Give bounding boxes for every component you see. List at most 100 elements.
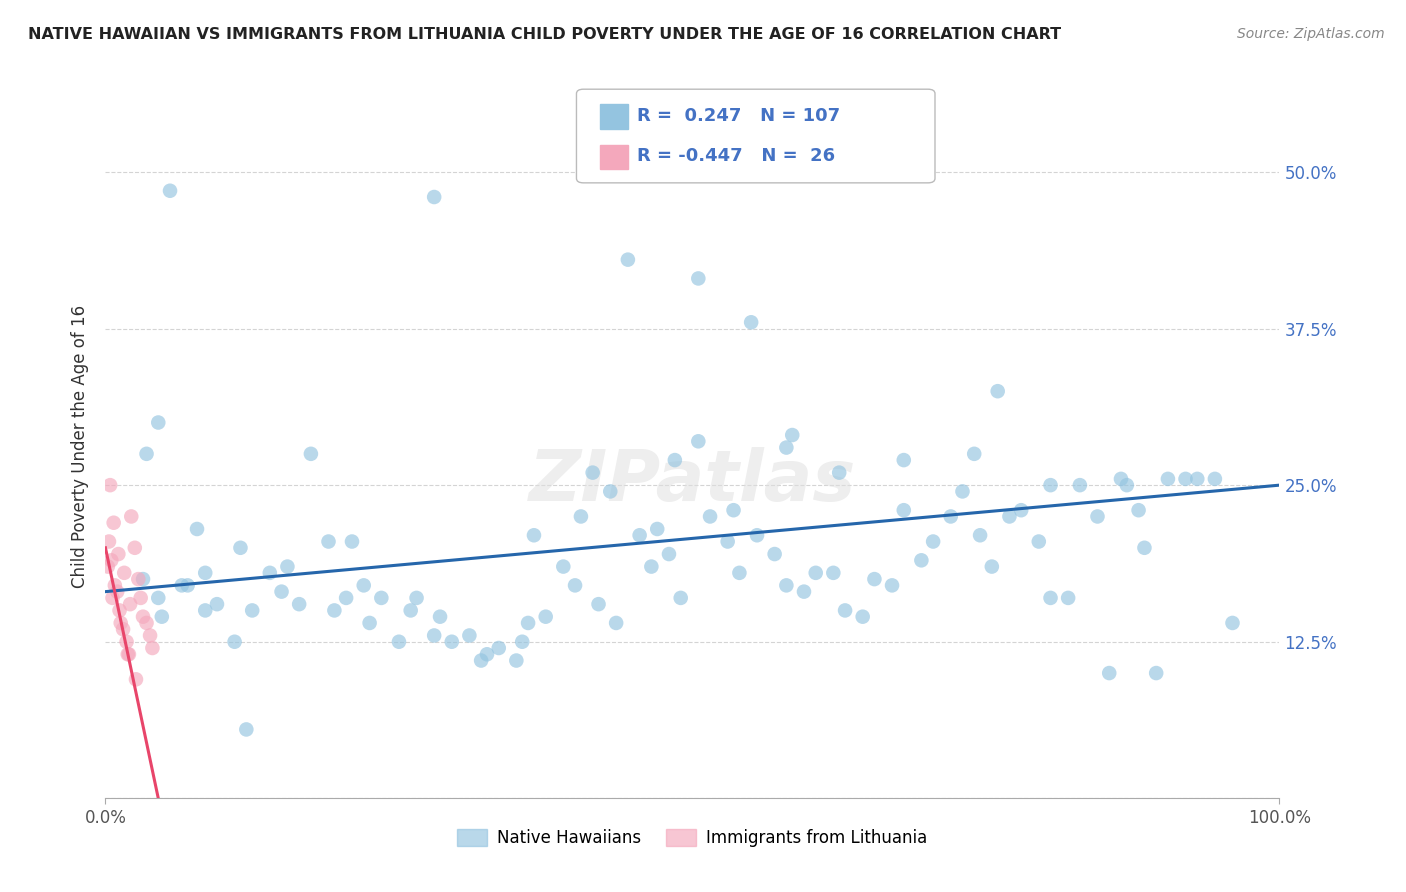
Point (553, 559, 575, 574)
Point (141, 640, 163, 655)
Point (517, 615, 540, 630)
Point (922, 534, 945, 549)
Point (723, 503, 745, 517)
Point (780, 428, 803, 442)
Point (717, 534, 740, 549)
Point (852, 609, 875, 624)
Point (998, 509, 1021, 524)
Point (107, 547, 129, 561)
Point (115, 634, 138, 648)
Point (129, 591, 152, 605)
Point (1010, 503, 1032, 517)
Point (112, 566, 135, 580)
Point (224, 634, 246, 648)
Point (323, 603, 346, 617)
Point (353, 578, 375, 592)
Point (370, 591, 392, 605)
Point (645, 522, 668, 536)
Point (108, 603, 131, 617)
Point (229, 541, 252, 555)
Point (240, 603, 263, 617)
Point (194, 603, 217, 617)
Point (148, 416, 170, 430)
Point (475, 647, 498, 661)
Point (186, 522, 208, 536)
Point (120, 597, 142, 611)
Point (510, 634, 533, 648)
Point (340, 534, 363, 549)
Point (828, 466, 851, 480)
Point (288, 597, 311, 611)
Point (110, 615, 132, 630)
Point (617, 252, 640, 267)
Point (823, 566, 845, 580)
Legend: Native Hawaiians, Immigrants from Lithuania: Native Hawaiians, Immigrants from Lithua… (450, 822, 935, 854)
Point (893, 453, 915, 467)
Point (793, 584, 815, 599)
Point (582, 466, 605, 480)
Point (135, 447, 157, 461)
Point (669, 591, 692, 605)
Text: ZIPatlas: ZIPatlas (529, 447, 856, 516)
Text: Source: ZipAtlas.com: Source: ZipAtlas.com (1237, 27, 1385, 41)
Point (1157, 472, 1180, 486)
Point (987, 384, 1010, 399)
Point (564, 578, 586, 592)
Point (440, 634, 463, 648)
Point (1222, 615, 1244, 630)
Text: R =  0.247   N = 107: R = 0.247 N = 107 (637, 107, 839, 125)
Point (159, 184, 181, 198)
Point (569, 509, 592, 524)
Point (125, 673, 148, 687)
Point (194, 566, 217, 580)
Point (1144, 666, 1167, 681)
Point (135, 615, 157, 630)
Point (939, 509, 962, 524)
Point (804, 566, 827, 580)
Point (120, 509, 142, 524)
Point (1204, 472, 1226, 486)
Text: NATIVE HAWAIIAN VS IMMIGRANTS FROM LITHUANIA CHILD POVERTY UNDER THE AGE OF 16 C: NATIVE HAWAIIAN VS IMMIGRANTS FROM LITHU… (28, 27, 1062, 42)
Point (588, 597, 610, 611)
Point (505, 654, 527, 668)
Point (963, 447, 986, 461)
Point (952, 484, 974, 499)
Point (1028, 534, 1050, 549)
Text: R = -0.447   N =  26: R = -0.447 N = 26 (637, 147, 835, 165)
Point (893, 503, 915, 517)
Point (276, 559, 298, 574)
Point (170, 578, 193, 592)
Point (117, 647, 139, 661)
Point (523, 528, 546, 542)
Point (688, 434, 710, 449)
Point (97, 559, 120, 574)
Point (1098, 666, 1121, 681)
Point (235, 723, 257, 737)
Point (101, 591, 124, 605)
Point (775, 578, 797, 592)
Point (969, 528, 991, 542)
Point (658, 547, 681, 561)
Point (259, 566, 281, 580)
Point (299, 447, 322, 461)
Point (139, 628, 162, 642)
Point (1128, 503, 1150, 517)
Point (1115, 478, 1137, 492)
Point (1109, 472, 1132, 486)
Point (688, 271, 710, 285)
Point (1087, 509, 1109, 524)
Point (1039, 591, 1062, 605)
Point (775, 441, 797, 455)
Point (910, 553, 932, 567)
Point (980, 559, 1002, 574)
Point (423, 628, 446, 642)
Point (399, 603, 422, 617)
Point (534, 609, 557, 624)
Point (640, 559, 662, 574)
Point (132, 609, 155, 624)
Point (112, 622, 135, 636)
Point (628, 528, 651, 542)
Point (488, 640, 510, 655)
Point (105, 584, 128, 599)
Y-axis label: Child Poverty Under the Age of 16: Child Poverty Under the Age of 16 (72, 304, 90, 588)
